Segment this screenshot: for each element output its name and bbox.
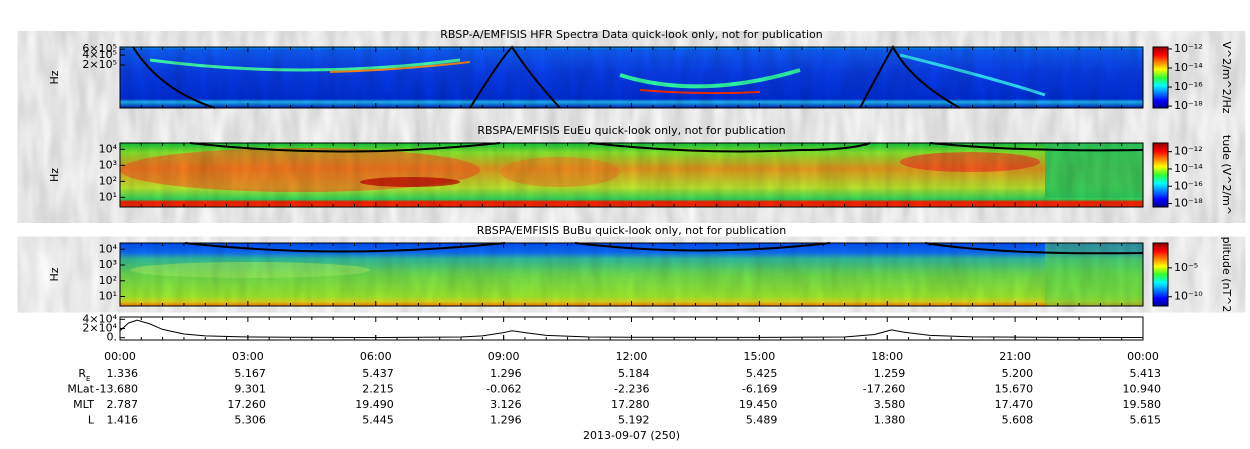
y-tick-label: 6×10⁵ bbox=[82, 42, 117, 55]
ephemeris-label-sub: E bbox=[86, 375, 90, 383]
y-tick-label: 4×10⁵ bbox=[82, 48, 117, 61]
x-tick-label: 03:00 bbox=[232, 350, 264, 363]
y-axis-label: Hz bbox=[48, 267, 61, 281]
y-tick-label: 2×10⁵ bbox=[82, 58, 117, 71]
ephemeris-value: 5.615 bbox=[1130, 414, 1162, 427]
colorbar-label: tude (V^2/m^ bbox=[1220, 135, 1233, 215]
ephemeris-label: MLT bbox=[73, 398, 94, 411]
spectrogram-texture bbox=[120, 44, 1144, 306]
y-tick-label: 10¹ bbox=[99, 290, 117, 303]
panel-frame bbox=[119, 46, 1144, 109]
ephemeris-value: 5.184 bbox=[618, 367, 650, 380]
ephemeris-value: 5.413 bbox=[1130, 367, 1162, 380]
ephemeris-value: 2.787 bbox=[107, 398, 139, 411]
y-tick-label: 0. bbox=[107, 331, 118, 344]
y-tick-label: 2×10⁴ bbox=[82, 322, 117, 335]
y-tick-label: 10⁴ bbox=[99, 142, 118, 155]
ephemeris-value: 1.259 bbox=[874, 367, 906, 380]
ephemeris-value: 3.580 bbox=[874, 398, 906, 411]
ephemeris-value: 1.296 bbox=[490, 414, 522, 427]
panel-title: RBSPA/EMFISIS BuBu quick-look only, not … bbox=[477, 224, 787, 237]
ephemeris-value: 5.192 bbox=[618, 414, 650, 427]
y-tick-label: 10³ bbox=[99, 158, 117, 171]
ephemeris-value: -6.169 bbox=[742, 383, 777, 396]
panel-frame bbox=[119, 242, 1144, 307]
x-tick-label: 00:00 bbox=[104, 350, 136, 363]
colorbar-tick-label: 10⁻¹² bbox=[1174, 42, 1203, 55]
colorbar-tick-label: 10⁻¹⁴ bbox=[1174, 61, 1203, 74]
ephemeris-value: 2.215 bbox=[362, 383, 394, 396]
ephemeris-value: 5.489 bbox=[746, 414, 778, 427]
colorbar-tick-label: 10⁻¹⁰ bbox=[1174, 290, 1203, 303]
ephemeris-label: L bbox=[88, 414, 95, 427]
panel-frame bbox=[119, 316, 1144, 341]
ephemeris-value: 19.450 bbox=[739, 398, 778, 411]
colorbar-tick-label: 10⁻¹⁸ bbox=[1174, 99, 1203, 112]
ephemeris-label: R bbox=[78, 367, 86, 380]
colorbar-tick-label: 10⁻¹² bbox=[1174, 145, 1203, 158]
ephemeris-value: 17.260 bbox=[227, 398, 266, 411]
ephemeris-value: 19.490 bbox=[355, 398, 394, 411]
x-tick-label: 06:00 bbox=[360, 350, 392, 363]
ephemeris-value: 1.296 bbox=[490, 367, 522, 380]
ephemeris-value: 1.416 bbox=[107, 414, 139, 427]
colorbar-tick-label: 10⁻⁵ bbox=[1174, 261, 1198, 274]
ephemeris-value: 5.425 bbox=[746, 367, 778, 380]
ephemeris-value: 5.437 bbox=[362, 367, 394, 380]
ephemeris-value: 3.126 bbox=[490, 398, 522, 411]
colorbar-label: plitude (nT^2 bbox=[1220, 237, 1233, 313]
ephemeris-value: 9.301 bbox=[234, 383, 266, 396]
ephemeris-value: 5.200 bbox=[1002, 367, 1034, 380]
ephemeris-value: 5.445 bbox=[362, 414, 394, 427]
ephemeris-value: 1.380 bbox=[874, 414, 906, 427]
y-tick-label: 10¹ bbox=[99, 190, 117, 203]
x-axis-label: 2013-09-07 (250) bbox=[583, 429, 680, 442]
colorbar bbox=[1152, 242, 1169, 307]
ephemeris-value: 5.167 bbox=[234, 367, 266, 380]
ephemeris-value: 19.580 bbox=[1123, 398, 1162, 411]
ephemeris-value: 1.336 bbox=[107, 367, 139, 380]
y-tick-label: 10³ bbox=[99, 258, 117, 271]
ephemeris-value: -17.260 bbox=[863, 383, 905, 396]
ephemeris-value: 5.306 bbox=[234, 414, 266, 427]
ephemeris-value: 5.608 bbox=[1002, 414, 1034, 427]
ephemeris-label: MLat bbox=[67, 383, 94, 396]
colorbar-tick-label: 10⁻¹⁸ bbox=[1174, 197, 1203, 210]
y-axis-label: Hz bbox=[48, 168, 61, 182]
y-tick-label: 10⁴ bbox=[99, 242, 118, 255]
x-tick-label: 00:00 bbox=[1127, 350, 1159, 363]
colorbar bbox=[1152, 46, 1169, 109]
x-tick-label: 15:00 bbox=[744, 350, 776, 363]
colorbar-tick-label: 10⁻¹⁴ bbox=[1174, 162, 1203, 175]
ephemeris-value: 17.280 bbox=[611, 398, 650, 411]
data-line bbox=[119, 319, 1144, 339]
colorbar-tick-label: 10⁻¹⁶ bbox=[1174, 80, 1203, 93]
ephemeris-value: 17.470 bbox=[995, 398, 1034, 411]
x-tick-label: 09:00 bbox=[488, 350, 520, 363]
panel-title: RBSP-A/EMFISIS HFR Spectra Data quick-lo… bbox=[440, 28, 823, 41]
colorbar-label: V^2/m^2/Hz bbox=[1220, 41, 1233, 113]
ephemeris-value: 10.940 bbox=[1123, 383, 1162, 396]
panel-frame bbox=[119, 142, 1144, 208]
colorbar bbox=[1152, 142, 1169, 208]
y-tick-label: 10² bbox=[99, 174, 117, 187]
y-tick-label: 10² bbox=[99, 274, 117, 287]
x-tick-label: 12:00 bbox=[616, 350, 648, 363]
x-tick-label: 18:00 bbox=[871, 350, 903, 363]
panel-title: RBSPA/EMFISIS EuEu quick-look only, not … bbox=[477, 124, 785, 137]
x-tick-label: 21:00 bbox=[999, 350, 1031, 363]
colorbar-tick-label: 10⁻¹⁶ bbox=[1174, 179, 1203, 192]
y-tick-label: 4×10⁴ bbox=[82, 312, 117, 325]
ephemeris-value: 15.670 bbox=[995, 383, 1034, 396]
ephemeris-value: -13.680 bbox=[96, 383, 138, 396]
ephemeris-value: -0.062 bbox=[486, 383, 521, 396]
y-axis-label: Hz bbox=[48, 70, 61, 84]
ephemeris-value: -2.236 bbox=[614, 383, 649, 396]
